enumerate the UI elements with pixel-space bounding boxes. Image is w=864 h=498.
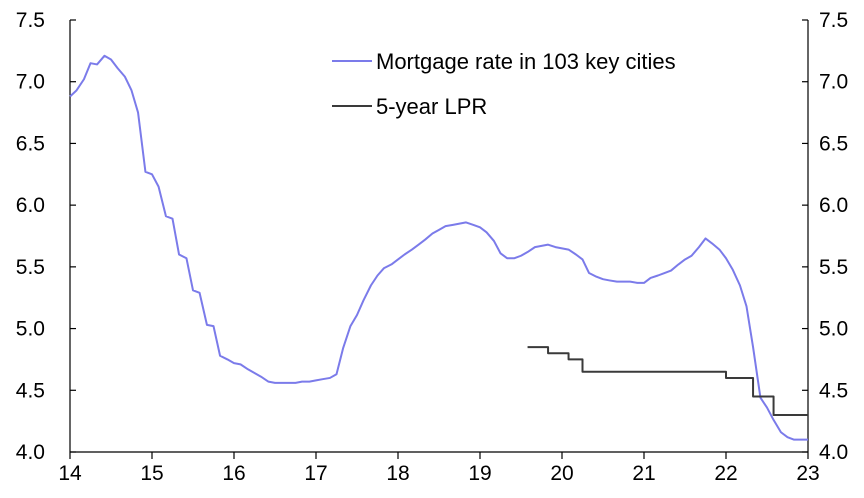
series-layer (69, 54, 808, 441)
left-y-tick-label-6.5: 6.5 (16, 132, 45, 155)
left-y-tick-label-4.5: 4.5 (16, 379, 45, 402)
x-tick-label-14: 14 (58, 462, 82, 485)
right-y-tick-label-4.0: 4.0 (819, 441, 848, 464)
legend-label-mortgage-rate: Mortgage rate in 103 key cities (376, 49, 676, 74)
legend-label-5-year-lpr: 5-year LPR (376, 94, 487, 119)
right-y-tick-label-5.5: 5.5 (819, 256, 848, 279)
x-tick-label-19: 19 (468, 462, 491, 485)
right-y-tick-label-4.5: 4.5 (819, 379, 848, 402)
x-tick-label-16: 16 (222, 462, 245, 485)
left-y-tick-label-5.5: 5.5 (16, 256, 45, 279)
right-y-tick-label-5.0: 5.0 (819, 318, 848, 341)
x-tick-label-15: 15 (140, 462, 163, 485)
x-tick-label-17: 17 (304, 462, 327, 485)
x-tick-label-21: 21 (632, 462, 655, 485)
ticks: 4.0 4.0 4.5 4.5 5.0 5.0 5.5 5.5 6.0 6.0 6.5 6.5 7.0 7… (16, 9, 848, 485)
x-tick-label-22: 22 (714, 462, 737, 485)
right-y-tick-label-7.5: 7.5 (819, 9, 848, 32)
x-tick-label-23: 23 (796, 462, 819, 485)
legend: Mortgage rate in 103 key cities 5-year L… (332, 49, 676, 119)
left-y-tick-label-4.0: 4.0 (16, 441, 45, 464)
series-line-5-year-lpr (527, 346, 808, 416)
left-y-tick-label-6.0: 6.0 (16, 194, 45, 217)
left-y-tick-label-5.0: 5.0 (16, 318, 45, 341)
x-tick-label-18: 18 (386, 462, 409, 485)
left-y-tick-label-7.5: 7.5 (16, 9, 45, 32)
right-y-tick-label-7.0: 7.0 (819, 71, 848, 94)
right-y-tick-label-6.0: 6.0 (819, 194, 848, 217)
left-y-tick-label-7.0: 7.0 (16, 71, 45, 94)
right-y-tick-label-6.5: 6.5 (819, 132, 848, 155)
axes (69, 20, 809, 453)
x-tick-label-20: 20 (550, 462, 573, 485)
series-line-mortgage-rate (69, 54, 808, 441)
